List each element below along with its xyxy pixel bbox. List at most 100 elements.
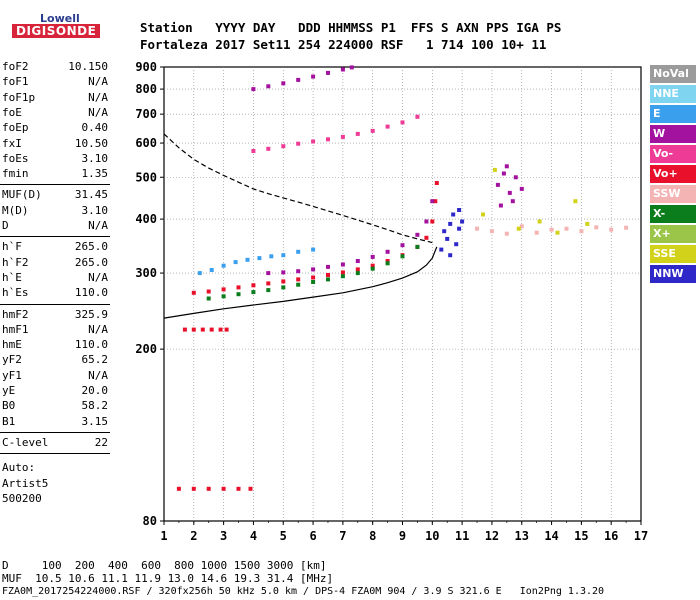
data-point-SSW-spread xyxy=(489,229,494,234)
chart-grid xyxy=(163,66,642,522)
param-name: foE xyxy=(2,105,22,119)
data-point-SSW-spread xyxy=(609,227,614,232)
legend-item: X- xyxy=(650,205,696,223)
data-point-W-trace xyxy=(424,219,429,224)
param-value: 325.9 xyxy=(74,307,108,321)
param-name: yE xyxy=(2,384,16,397)
data-point-X-trace xyxy=(206,296,211,301)
data-point-F-multihop-2 xyxy=(340,67,345,72)
param-value: N/A xyxy=(88,75,108,89)
param-value: 31.45 xyxy=(74,188,108,202)
param-value: 3.15 xyxy=(81,414,109,428)
data-point-F-multihop-2 xyxy=(311,74,316,79)
param-name: hmE xyxy=(2,338,22,352)
data-point-X-trace xyxy=(355,271,360,276)
data-point-NNW-spread xyxy=(457,226,462,231)
data-point-Es-layer xyxy=(182,327,187,332)
param-name: h`Es xyxy=(2,286,29,300)
y-tick-label: 900 xyxy=(135,60,157,74)
data-point-W-spread xyxy=(510,199,515,204)
true-height-profile xyxy=(163,246,438,319)
param-separator xyxy=(0,453,110,455)
data-point-X-trace xyxy=(311,280,316,284)
param-value: N/A xyxy=(88,90,108,104)
param-value: N/A xyxy=(88,270,108,284)
legend-item: Vo- xyxy=(650,145,696,163)
param-value: 110.0 xyxy=(74,338,108,352)
data-point-E-scatter xyxy=(296,249,301,254)
data-point-O-trace xyxy=(370,263,375,268)
data-point-W-trace xyxy=(340,262,345,267)
data-point-NNW-spread xyxy=(445,236,450,241)
data-point-X-trace xyxy=(326,277,330,282)
param-value: 58.2 xyxy=(81,399,109,413)
data-point-NNW-spread xyxy=(451,212,456,217)
y-tick-label: 300 xyxy=(135,266,157,280)
data-point-E-scatter xyxy=(311,247,316,252)
data-point-Es-layer xyxy=(224,327,229,332)
param-value: N/A xyxy=(88,322,108,336)
data-point-F-multihop-2 xyxy=(266,84,271,89)
x-tick-label: 6 xyxy=(309,529,316,543)
param-value: N/A xyxy=(88,105,108,119)
x-tick-label: 2 xyxy=(190,529,197,543)
data-point-X-trace xyxy=(281,285,286,290)
data-point-W-trace xyxy=(296,269,301,274)
data-point-W-spread xyxy=(498,203,503,208)
param-value: 265.0 xyxy=(74,255,108,269)
data-point-NNW-spread xyxy=(442,229,447,234)
data-point-NNW-spread xyxy=(439,247,444,252)
data-point-SSE-points xyxy=(585,221,590,226)
data-point-F-multihop xyxy=(251,149,256,153)
data-point-X-trace xyxy=(221,294,226,299)
param-name: foF1p xyxy=(2,90,36,104)
plot-frame xyxy=(163,66,642,522)
data-point-X-trace xyxy=(296,282,301,287)
x-tick-label: 11 xyxy=(455,529,469,543)
data-point-X-trace xyxy=(236,292,241,297)
param-value: 3.10 xyxy=(81,151,109,165)
param-name: yF1 xyxy=(2,368,22,382)
data-point-NNW-spread xyxy=(448,253,453,258)
data-point-O-trace xyxy=(385,259,390,263)
auto-version: 500200 xyxy=(2,491,42,505)
data-point-X-trace xyxy=(266,288,271,293)
legend-item: X+ xyxy=(650,225,696,243)
param-separator xyxy=(0,431,110,433)
data-point-X-trace xyxy=(340,274,345,279)
data-point-F-multihop-2 xyxy=(281,81,286,86)
data-point-F-multihop xyxy=(385,124,390,129)
param-value: N/A xyxy=(88,219,108,232)
data-point-O-trace xyxy=(206,289,211,294)
data-point-E-scatter xyxy=(257,256,262,261)
param-name: h`F2 xyxy=(2,255,29,269)
chart-ticks: 1 2 3 4 5 6 7 8 9 10 11 12 13 14 15 16 17802003004005006… xyxy=(135,60,648,543)
legend-item: Vo+ xyxy=(650,165,696,183)
data-point-E-scatter xyxy=(233,260,238,265)
data-point-NNW-spread xyxy=(454,242,459,247)
auto-label: Auto: xyxy=(2,461,36,475)
data-point-W-spread xyxy=(519,186,524,191)
param-value: 65.2 xyxy=(81,353,109,367)
data-point-X-trace xyxy=(415,244,420,249)
param-separator xyxy=(0,184,110,186)
data-point-F-multihop xyxy=(266,146,271,151)
data-point-SSW-spread xyxy=(504,231,509,236)
data-point-O-trace xyxy=(221,287,226,292)
data-point-O-trace xyxy=(430,219,435,224)
data-point-W-spread xyxy=(495,182,500,187)
y-tick-label: 80 xyxy=(143,514,157,528)
param-value: 22 xyxy=(94,435,108,449)
data-point-F-multihop xyxy=(311,139,316,144)
y-tick-label: 700 xyxy=(135,107,157,121)
logo-top-text: Lowell xyxy=(40,12,80,25)
footer-muf: MUF 10.5 10.6 11.1 11.9 13.0 14.6 19.3 3… xyxy=(2,572,334,585)
legend-item: SSE xyxy=(650,245,696,263)
data-point-NNW-spread xyxy=(457,208,462,212)
legend-item: W xyxy=(650,125,696,143)
legend-item: E xyxy=(650,105,696,123)
data-point-E-scatter xyxy=(197,271,202,276)
data-point-W-trace xyxy=(430,199,435,204)
data-point-W-trace xyxy=(400,243,405,248)
param-name: hmF1 xyxy=(2,322,29,336)
